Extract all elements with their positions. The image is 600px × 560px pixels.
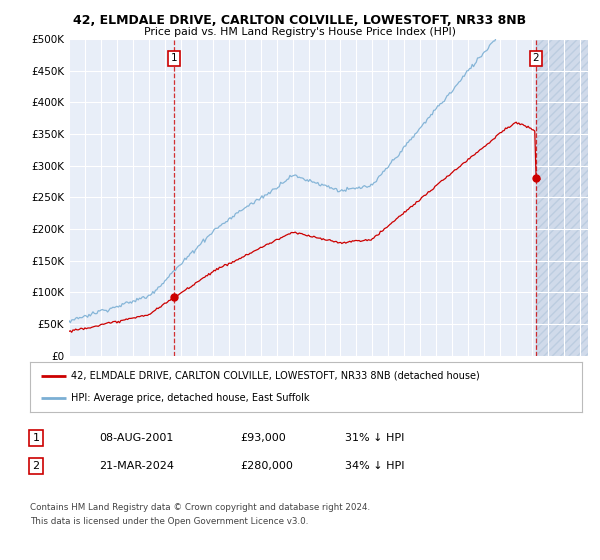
Bar bbox=[536, 39, 588, 356]
Bar bbox=[536, 39, 588, 356]
Text: 34% ↓ HPI: 34% ↓ HPI bbox=[345, 461, 404, 471]
Text: 2: 2 bbox=[532, 53, 539, 63]
Text: 42, ELMDALE DRIVE, CARLTON COLVILLE, LOWESTOFT, NR33 8NB (detached house): 42, ELMDALE DRIVE, CARLTON COLVILLE, LOW… bbox=[71, 371, 480, 381]
Text: 42, ELMDALE DRIVE, CARLTON COLVILLE, LOWESTOFT, NR33 8NB: 42, ELMDALE DRIVE, CARLTON COLVILLE, LOW… bbox=[73, 14, 527, 27]
Text: 1: 1 bbox=[171, 53, 178, 63]
Text: £280,000: £280,000 bbox=[240, 461, 293, 471]
Text: Price paid vs. HM Land Registry's House Price Index (HPI): Price paid vs. HM Land Registry's House … bbox=[144, 27, 456, 37]
Text: 31% ↓ HPI: 31% ↓ HPI bbox=[345, 433, 404, 443]
Text: 21-MAR-2024: 21-MAR-2024 bbox=[99, 461, 174, 471]
Text: 2: 2 bbox=[32, 461, 40, 471]
Text: Contains HM Land Registry data © Crown copyright and database right 2024.: Contains HM Land Registry data © Crown c… bbox=[30, 503, 370, 512]
Text: £93,000: £93,000 bbox=[240, 433, 286, 443]
Text: HPI: Average price, detached house, East Suffolk: HPI: Average price, detached house, East… bbox=[71, 393, 310, 403]
Text: 1: 1 bbox=[32, 433, 40, 443]
Text: 08-AUG-2001: 08-AUG-2001 bbox=[99, 433, 173, 443]
Text: This data is licensed under the Open Government Licence v3.0.: This data is licensed under the Open Gov… bbox=[30, 517, 308, 526]
